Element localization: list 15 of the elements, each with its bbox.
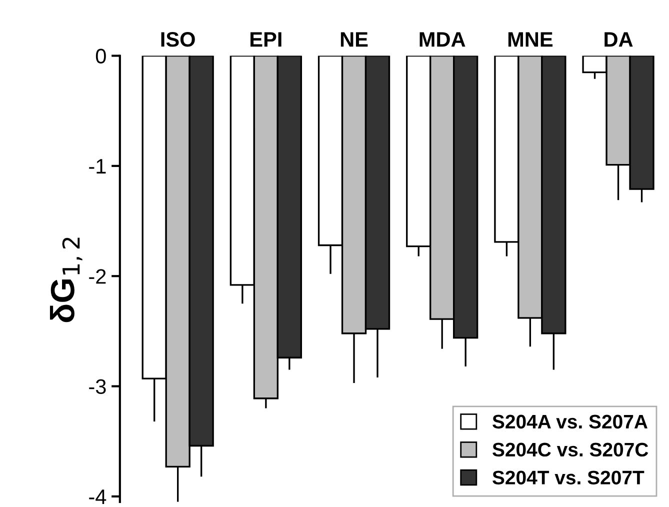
y-tick-label: -2 bbox=[89, 269, 106, 284]
x-tick-label: DA bbox=[604, 32, 633, 47]
x-tick-label: NE bbox=[340, 32, 368, 47]
x-tick-label: ISO bbox=[161, 32, 195, 47]
x-tick-label: MNE bbox=[508, 32, 553, 47]
y-tick-label: -4 bbox=[89, 490, 106, 504]
legend-label: S204C vs. S207C bbox=[492, 442, 648, 457]
y-tick-label: -3 bbox=[89, 379, 106, 394]
y-axis-title: δG$_{1,2}$ bbox=[50, 238, 82, 322]
y-tick-label: 0 bbox=[96, 48, 106, 64]
x-tick-label: EPI bbox=[250, 32, 282, 47]
legend-label: S204T vs. S207T bbox=[492, 470, 644, 484]
y-tick-label: -1 bbox=[89, 159, 106, 174]
legend-label: S204A vs. S207A bbox=[492, 414, 648, 429]
x-tick-label: MDA bbox=[420, 32, 466, 47]
